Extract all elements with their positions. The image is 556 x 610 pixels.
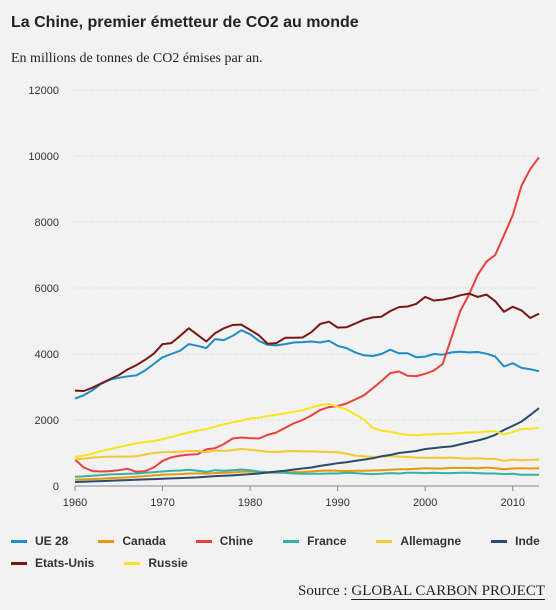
legend-label: Canada	[122, 534, 166, 548]
legend-swatch	[11, 539, 27, 543]
legend-swatch	[11, 561, 27, 565]
y-tick-label: 4000	[35, 349, 59, 361]
legend-row: Etats-Unis Russie	[11, 552, 551, 574]
legend-label: Etats-Unis	[35, 556, 95, 570]
legend-item-france[interactable]: France	[283, 534, 346, 548]
legend-label: UE 28	[35, 534, 69, 548]
series-line-inde	[74, 407, 540, 483]
series-line-france	[74, 468, 539, 478]
x-axis: 1960 1970 1980 1990 2000 2010	[63, 485, 539, 509]
legend-swatch	[124, 561, 141, 565]
legend-row: UE 28 Canada Chine France Allemagne Inde	[11, 530, 551, 552]
series-line-etats-unis	[74, 292, 540, 392]
legend-item-canada[interactable]: Canada	[98, 534, 166, 548]
legend-label: Chine	[219, 534, 254, 548]
legend-swatch	[98, 539, 115, 543]
line-chart: 0 2000 4000 6000 8000 10000 12000 1960 1970 1980…	[28, 85, 540, 509]
legend-swatch	[283, 539, 300, 543]
chart-title: La Chine, premier émetteur de CO2 au mon…	[11, 14, 359, 31]
legend: UE 28 Canada Chine France Allemagne Inde Etat…	[11, 530, 551, 574]
x-tick-label: 2000	[413, 497, 437, 509]
y-tick-label: 8000	[35, 217, 59, 229]
legend-item-allemagne[interactable]: Allemagne	[376, 534, 461, 548]
legend-item-chine[interactable]: Chine	[195, 534, 254, 548]
y-tick-label: 2000	[35, 415, 59, 427]
grid	[75, 89, 539, 487]
x-tick-label: 1980	[238, 497, 262, 509]
series-line-russie	[74, 402, 540, 458]
x-tick-label: 1970	[150, 497, 174, 509]
source-credit: Source : GLOBAL CARBON PROJECT	[298, 583, 545, 600]
series-line-allemagne	[74, 448, 540, 462]
legend-swatch	[195, 539, 212, 543]
source-link[interactable]: GLOBAL CARBON PROJECT	[351, 583, 545, 600]
y-axis: 0 2000 4000 6000 8000 10000 12000	[28, 85, 59, 493]
source-prefix: Source :	[298, 583, 352, 599]
legend-label: Allemagne	[400, 534, 462, 548]
x-tick-label: 1990	[325, 497, 349, 509]
legend-item-etats-unis[interactable]: Etats-Unis	[11, 556, 94, 570]
y-tick-label: 6000	[35, 283, 59, 295]
y-tick-label: 10000	[28, 151, 59, 163]
legend-swatch	[491, 539, 508, 543]
series-line-ue-28	[74, 329, 540, 400]
legend-item-inde[interactable]: Inde	[491, 534, 540, 548]
legend-label: Russie	[148, 556, 188, 570]
legend-swatch	[376, 539, 393, 543]
y-tick-label: 12000	[28, 85, 59, 97]
legend-item-ue-28[interactable]: UE 28	[11, 534, 68, 548]
chart-subtitle: En millions de tonnes de CO2 émises par …	[11, 51, 263, 66]
series-lines	[74, 156, 540, 483]
x-tick-label: 1960	[63, 497, 87, 509]
legend-label: France	[307, 534, 347, 548]
legend-label: Inde	[515, 534, 540, 548]
series-line-canada	[74, 466, 540, 481]
y-tick-label: 0	[53, 481, 59, 493]
legend-item-russie[interactable]: Russie	[124, 556, 188, 570]
series-line-chine	[74, 156, 540, 473]
x-tick-label: 2010	[500, 497, 524, 509]
